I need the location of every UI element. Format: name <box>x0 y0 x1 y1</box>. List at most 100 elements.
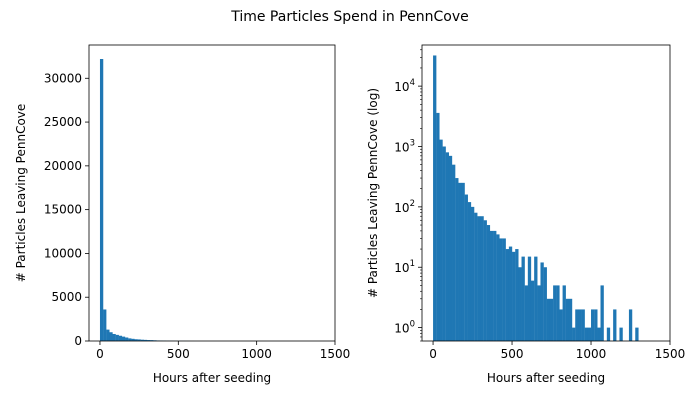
histogram-bar <box>594 309 598 341</box>
histogram-bar <box>559 309 563 341</box>
y-tick-label: 20000 <box>44 159 82 173</box>
histogram-bar <box>572 327 576 341</box>
histogram-bar <box>143 339 148 341</box>
histogram-bar <box>439 139 443 341</box>
histogram-bar <box>537 285 541 341</box>
histogram-bar <box>496 234 500 341</box>
histogram-bar <box>433 55 437 341</box>
histogram-bar <box>619 327 623 341</box>
histogram-bar <box>103 309 107 341</box>
histogram-bar <box>524 285 528 341</box>
y-tick-label: 100 <box>394 320 415 336</box>
histogram-bar <box>505 249 510 341</box>
histogram-bar <box>125 337 129 341</box>
histogram-bar <box>527 256 532 341</box>
histogram-bar <box>565 298 570 341</box>
y-tick-label: 15000 <box>44 203 82 217</box>
y-tick-label: 10000 <box>44 246 82 260</box>
histogram-bar <box>452 164 456 341</box>
histogram-bar <box>455 178 459 341</box>
histogram-bar <box>137 339 141 341</box>
histogram-bar <box>635 327 639 341</box>
y-tick-label: 101 <box>394 259 415 275</box>
y-tick-label: 0 <box>74 334 82 348</box>
y-tick-label: 25000 <box>44 115 82 129</box>
histogram-bar <box>140 339 144 341</box>
histogram-bar <box>477 216 481 341</box>
histogram-bar <box>470 206 475 341</box>
histogram-bar <box>556 285 560 341</box>
histogram-bar <box>502 238 506 341</box>
histogram-bar <box>121 336 126 341</box>
histogram-bar <box>575 309 579 341</box>
histogram-bar <box>109 332 113 341</box>
histogram-bar <box>508 246 513 341</box>
histogram-bar <box>530 280 535 341</box>
histogram-bar <box>584 327 589 341</box>
y-tick-label: 30000 <box>44 71 82 85</box>
histogram-bar <box>458 182 462 341</box>
histogram-bar <box>118 335 123 341</box>
histogram-bar <box>499 238 503 341</box>
histogram-bar <box>587 327 592 341</box>
histogram-bar <box>591 309 595 341</box>
axes-frame <box>421 44 671 342</box>
histogram-bar <box>578 309 582 341</box>
histogram-bars <box>99 59 195 341</box>
y-tick-label: 102 <box>394 199 415 215</box>
histogram-bar <box>150 340 154 341</box>
histogram-bar <box>134 339 138 341</box>
y-tick-label: 5000 <box>51 290 82 304</box>
histogram-bar <box>464 194 468 341</box>
histogram-bar <box>546 298 551 341</box>
x-axis-label: Hours after seeding <box>487 371 605 385</box>
histogram-bar <box>483 220 487 341</box>
histogram-bar <box>515 249 519 341</box>
x-tick-label: 0 <box>96 347 104 361</box>
histogram-bar <box>480 216 484 341</box>
x-tick-label: 1500 <box>320 347 351 361</box>
histogram-bar <box>99 59 104 341</box>
histogram-bar <box>534 256 538 341</box>
histogram-bar <box>581 309 585 341</box>
histogram-bar <box>146 340 151 341</box>
axes-frame <box>88 44 336 342</box>
x-tick-label: 500 <box>167 347 190 361</box>
histogram-bar <box>549 298 554 341</box>
histogram-bar <box>493 230 497 341</box>
histogram-bars <box>433 55 639 341</box>
y-tick-label: 104 <box>394 78 415 94</box>
histogram-bar <box>115 334 119 341</box>
y-axis-label: # Particles Leaving PennCove (log) <box>366 88 380 298</box>
x-tick-label: 1000 <box>576 347 607 361</box>
histogram-bar <box>461 182 465 341</box>
x-tick-label: 1500 <box>655 347 686 361</box>
histogram-bar <box>518 267 522 341</box>
histogram-bar <box>131 338 135 341</box>
histogram-bar <box>442 146 446 341</box>
histogram-bar <box>436 112 440 341</box>
x-axis-label: Hours after seeding <box>153 371 271 385</box>
histogram-bar <box>467 202 472 341</box>
y-tick-label: 103 <box>394 138 415 154</box>
histogram-bar <box>474 212 478 341</box>
histogram-bar <box>106 329 110 341</box>
histogram-bar <box>543 267 547 341</box>
histogram-bar <box>600 285 604 341</box>
histogram-bar <box>521 256 525 341</box>
histogram-bar <box>553 285 557 341</box>
histogram-bar <box>540 262 544 341</box>
histogram-bar <box>128 338 132 341</box>
histogram-bar <box>613 309 617 341</box>
figure-title: Time Particles Spend in PennCove <box>230 9 469 25</box>
histogram-bar <box>448 155 453 341</box>
histogram-bar <box>489 230 494 341</box>
histogram-bar <box>562 285 566 341</box>
log-histogram-panel: 0 500 1000 1500 100 101 102 103 104 Hours after s… <box>366 44 686 385</box>
histogram-bar <box>512 251 516 341</box>
x-tick-label: 1000 <box>241 347 272 361</box>
histogram-bar <box>628 309 633 341</box>
histogram-bar <box>568 298 573 341</box>
linear-histogram-panel: 0 500 1000 15000500010000150002000025000300… <box>14 44 351 385</box>
